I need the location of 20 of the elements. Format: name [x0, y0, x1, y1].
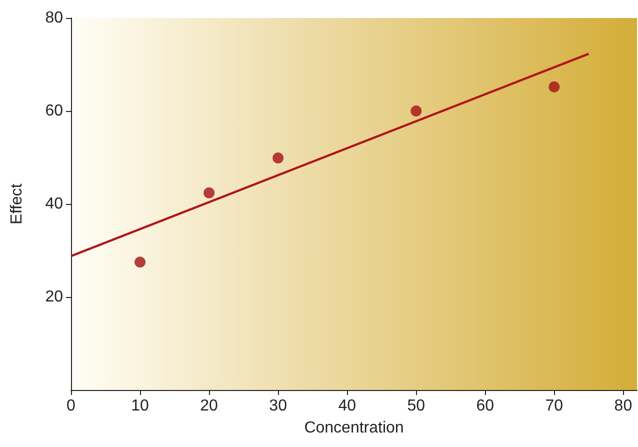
point [272, 152, 284, 164]
x-tick-label: 50 [407, 398, 426, 414]
point [134, 256, 146, 268]
y-tick-label: 20 [45, 288, 64, 306]
x-tick-label: 80 [614, 398, 632, 414]
point [204, 187, 215, 198]
y-tick-label: 60 [45, 102, 64, 120]
x-tick-label: 0 [66, 398, 76, 414]
x-tick-label: 70 [545, 398, 564, 414]
x-tick-label: 20 [200, 398, 218, 414]
x-axis-title: Concentration [304, 420, 404, 436]
x-tick-label: 60 [476, 398, 494, 414]
y-axis-title: Effect [8, 183, 26, 224]
x-tick-label: 30 [269, 398, 288, 414]
x-tick-label: 10 [131, 398, 150, 414]
point [548, 81, 560, 92]
x-tick-label: 40 [338, 398, 356, 414]
y-tick-label: 40 [45, 196, 64, 212]
point [410, 106, 422, 116]
y-tick-label: 80 [45, 10, 64, 26]
